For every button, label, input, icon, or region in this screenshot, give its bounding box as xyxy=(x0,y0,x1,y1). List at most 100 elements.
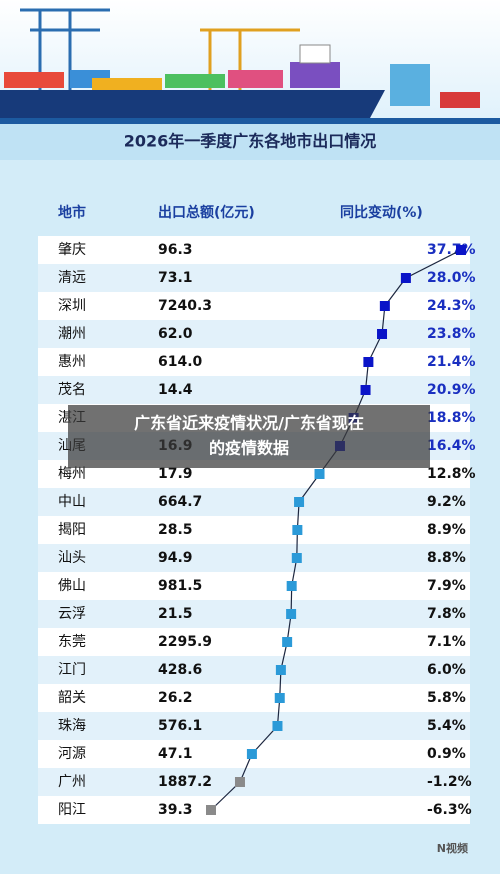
row-background xyxy=(38,292,470,320)
city: 梅州 xyxy=(58,466,86,482)
city: 清远 xyxy=(58,270,86,286)
row-background xyxy=(38,684,470,712)
change-label: 23.8% xyxy=(427,326,476,342)
city: 佛山 xyxy=(58,578,86,594)
overlay-title: 的疫情数据 xyxy=(209,439,289,458)
column-header: 同比变动(%) xyxy=(340,204,423,221)
export-value: 14.4 xyxy=(158,382,193,398)
row-background xyxy=(38,488,470,516)
change-label: 24.3% xyxy=(427,298,476,314)
column-header: 出口总额(亿元) xyxy=(158,204,255,221)
marker xyxy=(314,469,325,479)
row-background xyxy=(38,320,470,348)
row-background xyxy=(38,712,470,740)
change-label: 18.8% xyxy=(427,410,476,426)
city: 云浮 xyxy=(58,606,86,622)
city: 茂名 xyxy=(58,381,86,398)
city: 深圳 xyxy=(58,298,86,314)
export-value: 94.9 xyxy=(158,550,193,566)
change-label: 7.1% xyxy=(427,634,466,650)
export-value: 28.5 xyxy=(158,522,193,538)
row-background xyxy=(38,516,470,544)
row-background xyxy=(38,768,470,796)
marker xyxy=(282,637,293,647)
city: 揭阳 xyxy=(58,522,86,538)
banner xyxy=(0,0,500,124)
change-label: 28.0% xyxy=(427,270,476,286)
export-value: 73.1 xyxy=(158,270,193,286)
change-label: 5.8% xyxy=(427,690,466,706)
change-label: 9.2% xyxy=(427,494,466,510)
row-background xyxy=(38,376,470,404)
marker xyxy=(294,497,305,507)
export-value: 664.7 xyxy=(158,494,202,510)
marker xyxy=(292,525,303,535)
marker xyxy=(274,693,285,703)
marker xyxy=(246,749,257,759)
change-label: -1.2% xyxy=(427,774,472,790)
marker xyxy=(400,273,411,283)
change-label: -6.3% xyxy=(427,802,472,818)
city: 河源 xyxy=(58,746,86,762)
title-band xyxy=(0,124,500,160)
export-value: 96.3 xyxy=(158,242,193,258)
row-background xyxy=(38,656,470,684)
change-label: 0.9% xyxy=(427,746,466,762)
rows: 肇庆 96.3 37.7%清远 73.1 28.0%深圳 7240.3 24.3%潮州 62.… xyxy=(38,236,476,824)
export-value: 17.9 xyxy=(158,466,193,482)
row-background xyxy=(38,796,470,824)
export-value: 62.0 xyxy=(158,326,193,342)
change-label: 20.9% xyxy=(427,382,476,398)
marker xyxy=(291,553,302,563)
export-value: 39.3 xyxy=(158,802,193,818)
city: 中山 xyxy=(58,494,86,510)
export-value: 2295.9 xyxy=(158,634,212,650)
change-label: 7.9% xyxy=(427,578,466,594)
overlay-title: 广东省近来疫情状况/广东省现在 xyxy=(134,414,364,433)
export-value: 7240.3 xyxy=(158,298,212,314)
marker xyxy=(360,385,371,395)
marker xyxy=(363,357,374,367)
change-label: 5.4% xyxy=(427,718,466,734)
row-background xyxy=(38,236,470,264)
marker xyxy=(206,805,216,815)
export-value: 26.2 xyxy=(158,690,193,706)
export-value: 1887.2 xyxy=(158,774,212,790)
city: 汕头 xyxy=(58,550,86,566)
city: 肇庆 xyxy=(58,242,86,258)
change-label: 21.4% xyxy=(427,354,476,370)
overlay xyxy=(68,405,430,468)
export-value: 576.1 xyxy=(158,718,202,734)
change-label: 8.9% xyxy=(427,522,466,538)
change-label: 12.8% xyxy=(427,466,476,482)
city: 阳江 xyxy=(58,802,86,818)
export-value: 47.1 xyxy=(158,746,193,762)
column-header: 地市 xyxy=(58,204,86,221)
change-label: 7.8% xyxy=(427,606,466,622)
row-background xyxy=(38,572,470,600)
marker xyxy=(286,609,297,619)
export-value: 21.5 xyxy=(158,606,193,622)
marker xyxy=(272,721,283,731)
city: 韶关 xyxy=(58,690,86,706)
change-label: 16.4% xyxy=(427,438,476,454)
export-value: 428.6 xyxy=(158,662,202,678)
city: 广州 xyxy=(58,774,86,790)
city: 珠海 xyxy=(58,718,86,734)
row-background xyxy=(38,600,470,628)
logo: N视频 xyxy=(437,841,468,855)
marker xyxy=(234,777,245,787)
marker xyxy=(275,665,286,675)
row-background xyxy=(38,348,470,376)
export-value: 614.0 xyxy=(158,354,203,370)
export-value: 981.5 xyxy=(158,578,202,594)
marker xyxy=(286,581,297,591)
row-background xyxy=(38,264,470,292)
title: 2026年一季度广东各地市出口情况 xyxy=(124,132,377,151)
row-background xyxy=(38,544,470,572)
row-background xyxy=(38,628,470,656)
city: 江门 xyxy=(58,662,86,678)
plot xyxy=(206,245,466,815)
